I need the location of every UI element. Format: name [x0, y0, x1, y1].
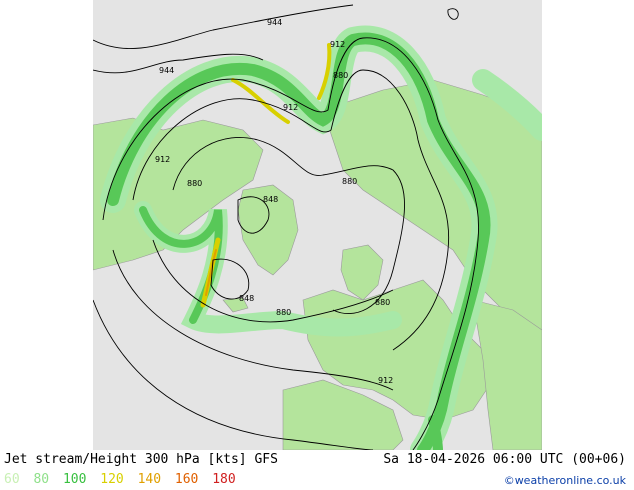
contour-848-north [237, 196, 270, 234]
contour-label: 880 [187, 179, 202, 188]
contour-loop-ne [447, 8, 459, 20]
contour-label: 912 [283, 103, 298, 112]
height-contours [93, 4, 479, 450]
contour-848-south [210, 258, 250, 300]
jet-core-atlantic-max [205, 249, 217, 296]
contour-944-south [93, 299, 374, 450]
contour-912-south [112, 249, 394, 391]
contour-label: 912 [330, 40, 345, 49]
contour-label: 848 [239, 294, 254, 303]
jet-core-arctic [317, 43, 332, 100]
legend-label: 180 [212, 472, 236, 487]
jet-core-pacific [231, 78, 290, 124]
contour-label: 880 [342, 177, 357, 186]
legend-label: 60 [4, 472, 20, 487]
weather-map: 944 944 912 880 912 912 880 880 848 848 … [93, 0, 542, 450]
contour-label: 944 [267, 18, 282, 27]
contour-944-outer [93, 4, 354, 49]
legend-label: 100 [62, 472, 87, 487]
land-asia-south [472, 299, 542, 450]
land-scandinavia [340, 244, 384, 301]
contour-label: 912 [378, 376, 393, 385]
legend-label: 160 [174, 472, 199, 487]
jet-band-southeast [428, 415, 443, 450]
contour-944-west [93, 53, 264, 74]
contour-label: 880 [375, 298, 390, 307]
footer-title-row: Jet stream/Height 300 hPa [kts] GFS Sa 1… [4, 452, 630, 468]
land-africa [282, 379, 404, 450]
contour-880-south [152, 239, 394, 323]
contour-label: 880 [333, 71, 348, 80]
contour-label: 880 [276, 308, 291, 317]
contour-labels: 944 944 912 880 912 912 880 880 848 848 … [155, 18, 393, 385]
wind-speed-legend: 60 80 100 120 140 160 180 [4, 472, 242, 487]
jet-band-east [472, 69, 542, 141]
legend-label: 140 [137, 472, 162, 487]
jet-stream-bands [100, 25, 542, 450]
legend-label: 80 [33, 472, 50, 487]
contour-912-outer [102, 37, 479, 450]
credit-link[interactable]: ©weatheronline.co.uk [503, 474, 626, 487]
legend-label: 120 [100, 472, 124, 487]
map-title: Jet stream/Height 300 hPa [kts] GFS [4, 452, 278, 467]
footer-legend-row: 60 80 100 120 140 160 180 ©weatheronline… [4, 472, 630, 488]
contour-label: 944 [159, 66, 174, 75]
contour-label: 848 [263, 195, 278, 204]
contour-880-inner [172, 137, 405, 314]
jet-band-mid [107, 32, 491, 450]
contour-label: 912 [155, 155, 170, 164]
valid-time: Sa 18-04-2026 06:00 UTC (00+06) [383, 452, 626, 467]
contour-880-mid [132, 69, 450, 351]
